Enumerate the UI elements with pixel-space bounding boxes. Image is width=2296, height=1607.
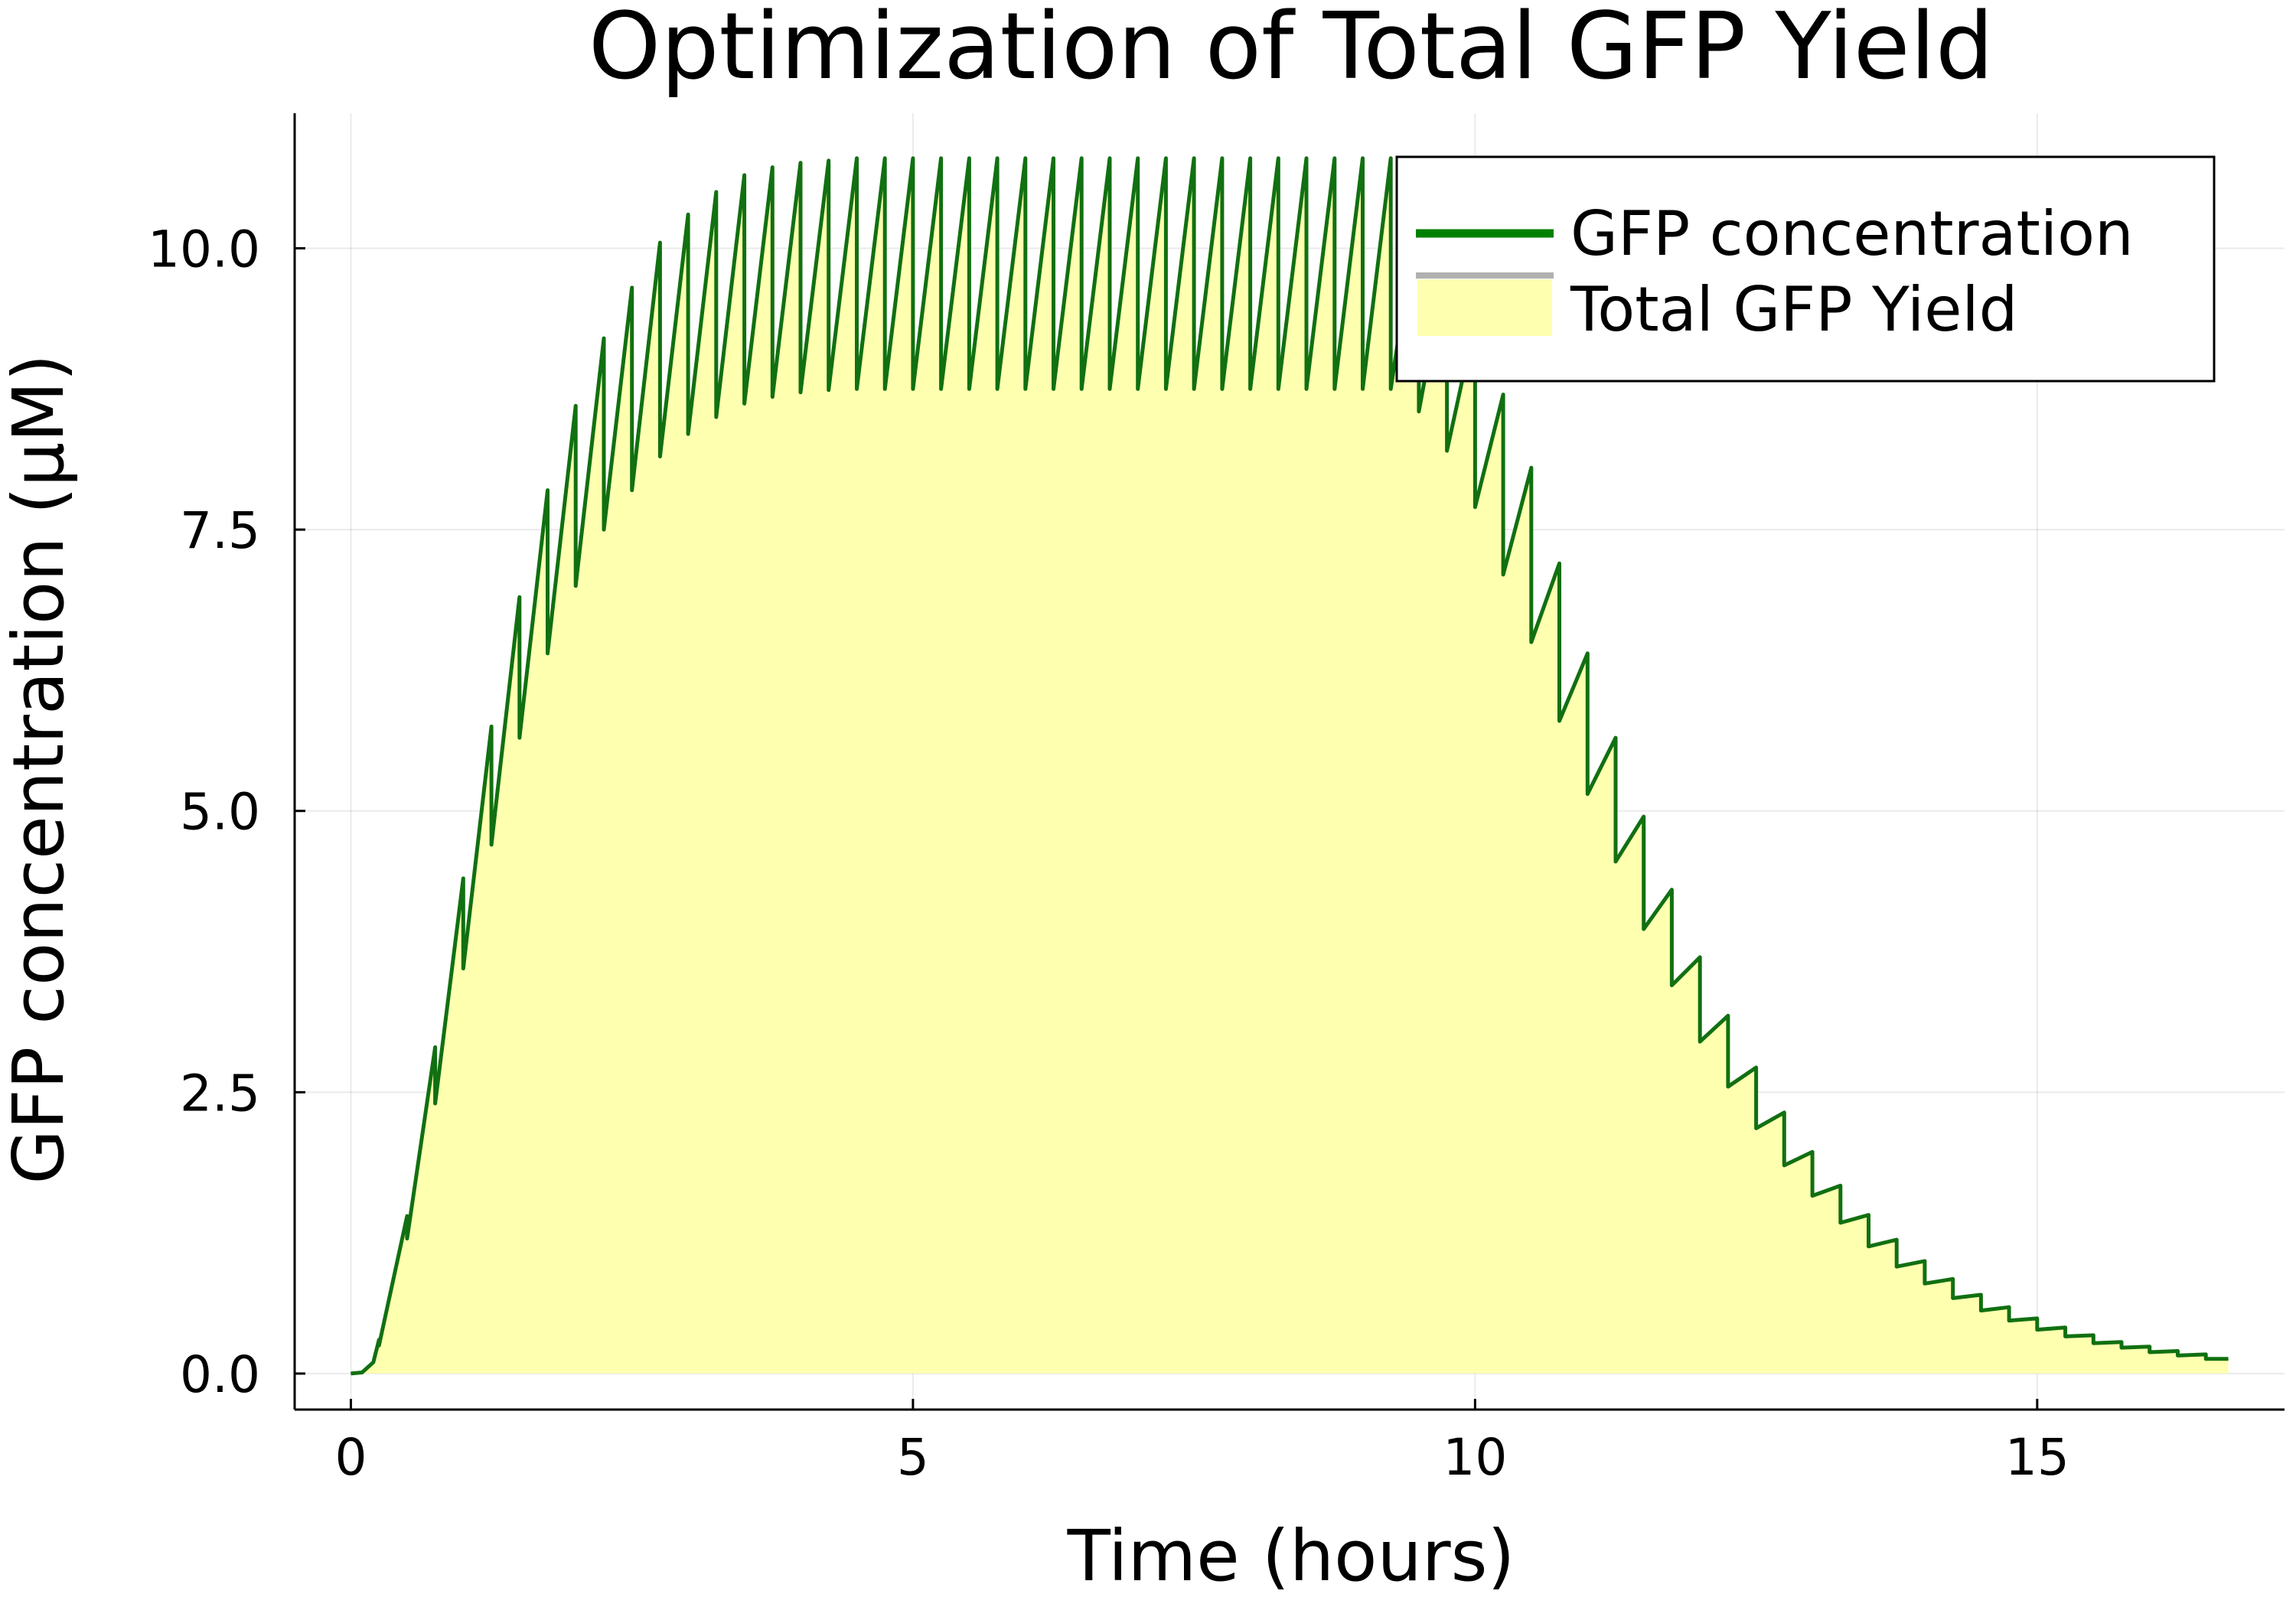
y-axis-label: GFP concentration (μM) — [0, 354, 80, 1184]
x-tick-label: 15 — [2005, 1428, 2069, 1487]
y-tick-label: 10.0 — [148, 220, 260, 279]
chart-title: Optimization of Total GFP Yield — [589, 0, 1994, 100]
ticks: 0 5 10 15 0.0 2.5 5.0 7.5 10.0 — [148, 220, 2069, 1487]
x-tick-label: 5 — [897, 1428, 929, 1487]
gfp-concentration-line — [351, 156, 2229, 1376]
x-tick-label: 10 — [1443, 1428, 1507, 1487]
x-tick-label: 0 — [334, 1428, 367, 1487]
legend-swatch-fill — [1417, 279, 1552, 336]
legend-box — [1395, 155, 2216, 383]
legend-label-total-gfp-yield: Total GFP Yield — [1570, 274, 2017, 345]
y-tick-label: 2.5 — [180, 1064, 260, 1123]
total-gfp-yield-fill — [351, 158, 2229, 1374]
legend: GFP concentration Total GFP Yield — [1395, 155, 2216, 383]
y-tick-label: 0.0 — [180, 1345, 260, 1404]
y-tick-label: 5.0 — [180, 783, 260, 842]
x-axis-label: Time (hours) — [1067, 1515, 1515, 1597]
legend-label-gfp-concentration: GFP concentration — [1570, 198, 2134, 269]
y-tick-label: 7.5 — [180, 501, 260, 560]
